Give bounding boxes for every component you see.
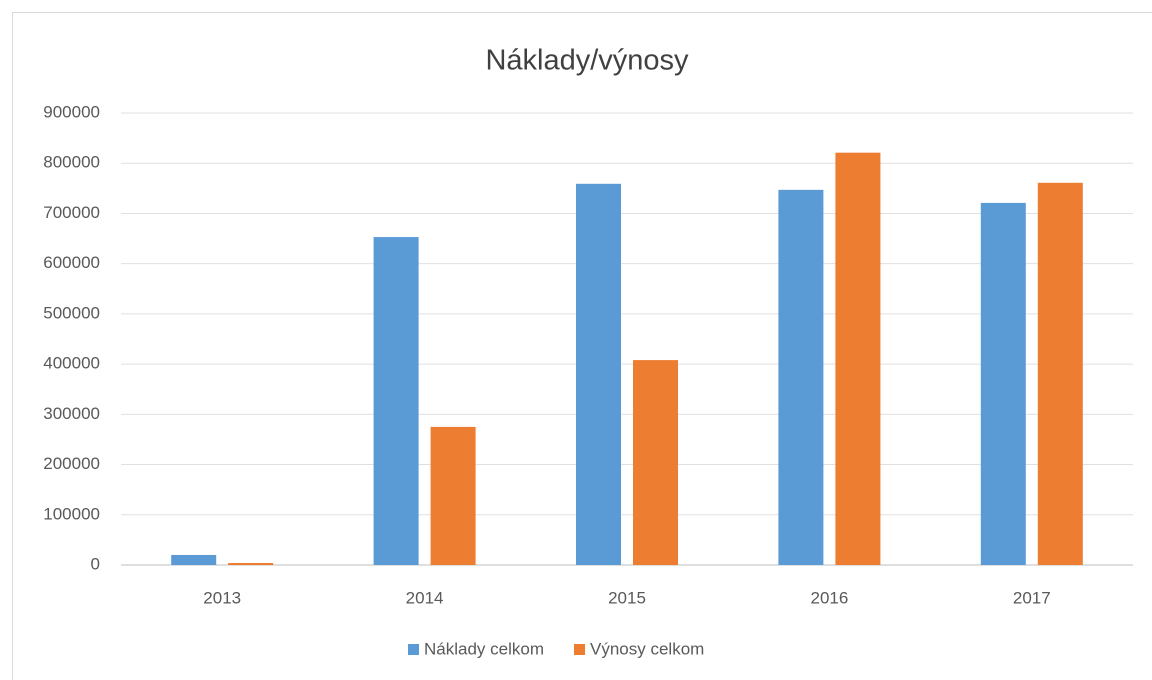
bar: [778, 189, 824, 565]
bar: [1037, 182, 1083, 565]
y-tick-label: 0: [91, 554, 100, 573]
y-tick-label: 400000: [43, 354, 100, 373]
legend-swatch: [574, 644, 585, 655]
x-tick-label: 2017: [1013, 588, 1051, 607]
legend-label: Náklady celkom: [424, 639, 544, 658]
chart-title: Náklady/výnosy: [485, 45, 689, 77]
bar: [633, 360, 678, 565]
legend-swatch: [408, 644, 419, 655]
x-tick-label: 2016: [810, 588, 848, 607]
x-tick-label: 2015: [608, 588, 646, 607]
bar: [835, 152, 881, 566]
bar: [171, 554, 217, 565]
legend-label: Výnosy celkom: [590, 639, 704, 658]
bar: [228, 562, 274, 565]
y-tick-label: 600000: [43, 253, 100, 272]
x-tick-label: 2013: [203, 588, 241, 607]
bar: [576, 183, 621, 565]
bar: [373, 237, 419, 565]
bar: [430, 426, 476, 565]
x-tick-label: 2014: [406, 588, 444, 607]
y-tick-label: 700000: [43, 203, 100, 222]
bar: [980, 202, 1026, 566]
y-tick-label: 500000: [43, 303, 100, 322]
y-tick-label: 900000: [43, 102, 100, 121]
y-tick-label: 800000: [43, 153, 100, 172]
y-tick-label: 100000: [43, 504, 100, 523]
y-tick-label: 200000: [43, 454, 100, 473]
y-tick-label: 300000: [43, 404, 100, 423]
